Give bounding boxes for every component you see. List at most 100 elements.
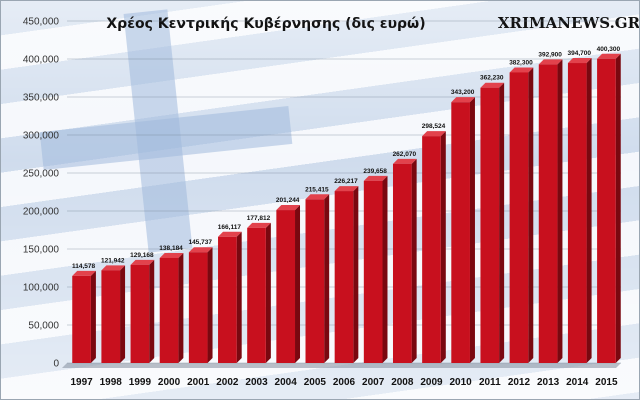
y-tick-label: 400,000 xyxy=(23,55,60,66)
x-tick-label: 2001 xyxy=(187,377,210,388)
bar-top xyxy=(451,97,475,103)
bar-side xyxy=(120,265,126,363)
data-label: 343,200 xyxy=(451,89,475,96)
bar xyxy=(392,163,412,363)
x-tick-label: 2002 xyxy=(216,377,239,388)
data-label: 215,415 xyxy=(305,186,329,193)
bar xyxy=(247,227,266,363)
y-tick-label: 200,000 xyxy=(23,207,60,218)
x-tick-label: 1998 xyxy=(100,377,123,388)
bar-side xyxy=(207,247,213,363)
data-labels: 114,578 121,942 129,168 138,184 145,737 166,1… xyxy=(72,46,621,270)
bar-side xyxy=(236,231,242,363)
data-label: 394,700 xyxy=(568,50,592,57)
x-tick-label: 2005 xyxy=(304,377,327,388)
bar-top xyxy=(538,59,563,65)
data-label: 382,300 xyxy=(509,59,533,66)
chart-title: Χρέος Κεντρικής Κυβέρνησης (δις ευρώ) xyxy=(106,16,425,32)
data-label: 362,230 xyxy=(480,75,504,82)
bars xyxy=(72,53,621,364)
bar-side xyxy=(149,259,155,363)
bar-top xyxy=(480,82,505,88)
bar-side xyxy=(440,131,446,363)
bar-side xyxy=(295,205,301,363)
data-label: 129,168 xyxy=(130,252,154,259)
data-label: 262,070 xyxy=(393,151,417,158)
bar xyxy=(538,64,558,363)
bar xyxy=(188,252,208,363)
chart-floor xyxy=(62,363,621,368)
bar xyxy=(305,199,325,363)
x-tick-label: 1999 xyxy=(129,377,152,388)
bar-side xyxy=(382,175,388,363)
data-label: 201,244 xyxy=(276,197,300,204)
y-tick-label: 250,000 xyxy=(23,169,60,180)
bar xyxy=(72,275,91,363)
bar-top xyxy=(159,252,184,258)
y-tick-label: 100,000 xyxy=(23,283,60,294)
data-label: 392,900 xyxy=(538,51,562,58)
x-tick-label: 2014 xyxy=(566,377,589,388)
data-label: 400,300 xyxy=(597,46,621,53)
data-label: 226,217 xyxy=(334,178,358,185)
x-tick-label: 2003 xyxy=(245,377,268,388)
x-tick-label: 2010 xyxy=(450,377,473,388)
bar xyxy=(480,87,500,363)
bar-top xyxy=(567,58,592,64)
bar-side xyxy=(469,97,475,363)
bar xyxy=(597,58,616,363)
x-tick-label: 2007 xyxy=(362,377,385,388)
bar-top xyxy=(305,194,330,200)
bar-side xyxy=(324,194,330,363)
bar-top xyxy=(276,205,301,211)
x-tick-label: 1997 xyxy=(70,377,93,388)
data-label: 239,658 xyxy=(363,168,387,175)
bar-top xyxy=(363,175,388,181)
x-axis: 1997 1998 1999 2000 2001 2002 2003 2004 2005 2006… xyxy=(70,377,618,388)
bar-top xyxy=(188,247,213,253)
bar-side xyxy=(528,67,534,364)
y-tick-label: 0 xyxy=(53,359,59,370)
bar-side xyxy=(411,158,417,363)
bar xyxy=(101,270,121,363)
x-tick-label: 2000 xyxy=(158,377,181,388)
bar xyxy=(130,264,150,363)
bar-side xyxy=(615,53,621,363)
y-tick-label: 150,000 xyxy=(23,245,60,256)
bar xyxy=(334,191,354,363)
y-tick-label: 50,000 xyxy=(28,321,59,332)
data-label: 298,524 xyxy=(422,123,446,130)
x-tick-label: 2009 xyxy=(420,377,443,388)
x-tick-label: 2011 xyxy=(479,377,501,388)
bar-top xyxy=(101,265,126,271)
bar-top xyxy=(247,222,271,228)
bar-side xyxy=(557,59,563,364)
data-label: 138,184 xyxy=(159,245,183,252)
y-tick-label: 300,000 xyxy=(23,131,60,142)
y-tick-label: 350,000 xyxy=(23,93,60,104)
bar-side xyxy=(586,58,592,363)
bar-top xyxy=(509,67,534,73)
bar xyxy=(451,102,470,363)
bar-side xyxy=(265,222,271,363)
bar-side xyxy=(353,186,359,363)
bar xyxy=(276,210,296,363)
data-label: 145,737 xyxy=(188,239,212,246)
bar-side xyxy=(90,270,96,363)
bar xyxy=(159,257,179,363)
x-tick-label: 2015 xyxy=(595,377,618,388)
x-tick-label: 2004 xyxy=(275,377,298,388)
bar-top xyxy=(392,158,417,164)
x-tick-label: 2012 xyxy=(508,377,531,388)
bar xyxy=(509,72,529,364)
bar-top xyxy=(218,231,242,237)
y-tick-label: 450,000 xyxy=(23,17,60,28)
bar-top xyxy=(130,259,155,265)
x-tick-label: 2006 xyxy=(333,377,356,388)
x-tick-label: 2013 xyxy=(537,377,560,388)
data-label: 177,812 xyxy=(247,215,271,222)
bar-side xyxy=(178,252,184,363)
y-axis: 0 50,000 100,000 150,000 200,000 250,000 300,0… xyxy=(23,17,60,370)
bar xyxy=(422,136,441,363)
